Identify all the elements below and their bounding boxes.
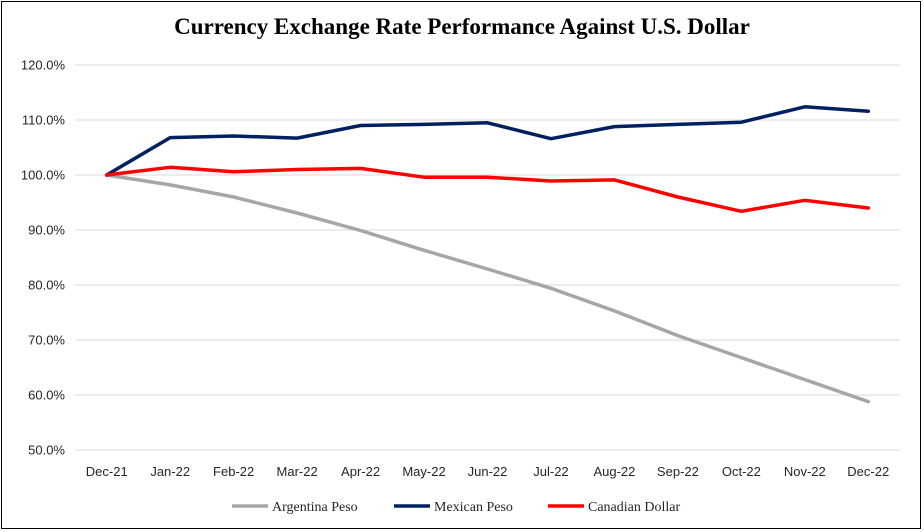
x-tick-label: Jun-22 (468, 464, 508, 479)
x-tick-label: Apr-22 (341, 464, 380, 479)
x-tick-label: Oct-22 (722, 464, 761, 479)
y-tick-label: 90.0% (28, 223, 65, 238)
x-tick-label: Feb-22 (213, 464, 254, 479)
x-tick-label: May-22 (402, 464, 445, 479)
series-line-mexican-peso (104, 105, 871, 177)
x-axis-tick-labels: Dec-21 Jan-22 Feb-22 Mar-22 Apr-22 May-22 Jun-… (86, 464, 889, 479)
y-tick-label: 110.0% (22, 113, 66, 128)
y-tick-label: 60.0% (28, 388, 65, 403)
series-lines (104, 105, 871, 404)
legend-label: Canadian Dollar (588, 500, 680, 515)
legend-label: Mexican Peso (434, 500, 513, 515)
series-line-canadian-dollar (104, 165, 871, 214)
y-tick-label: 50.0% (28, 443, 65, 458)
chart-title: Currency Exchange Rate Performance Again… (174, 14, 750, 39)
y-tick-label: 100.0% (21, 168, 66, 183)
x-tick-label: Nov-22 (784, 464, 826, 479)
y-tick-label: 120.0% (21, 58, 66, 73)
series-line-argentina-peso (104, 173, 871, 404)
x-tick-label: Jan-22 (150, 464, 190, 479)
x-tick-label: Jul-22 (533, 464, 568, 479)
x-tick-label: Dec-21 (86, 464, 128, 479)
y-axis-tick-labels: 50.0% 60.0% 70.0% 80.0% 90.0% 100.0% 110.0% 120… (21, 58, 66, 458)
legend-label: Argentina Peso (272, 500, 358, 515)
x-tick-label: Aug-22 (593, 464, 635, 479)
x-tick-label: Dec-22 (847, 464, 889, 479)
gridlines (75, 64, 900, 451)
y-tick-label: 80.0% (28, 278, 65, 293)
legend: Argentina Peso Mexican Peso Canadian Dolla… (232, 500, 680, 515)
x-tick-label: Mar-22 (277, 464, 318, 479)
y-tick-label: 70.0% (28, 333, 65, 348)
x-tick-label: Sep-22 (657, 464, 699, 479)
